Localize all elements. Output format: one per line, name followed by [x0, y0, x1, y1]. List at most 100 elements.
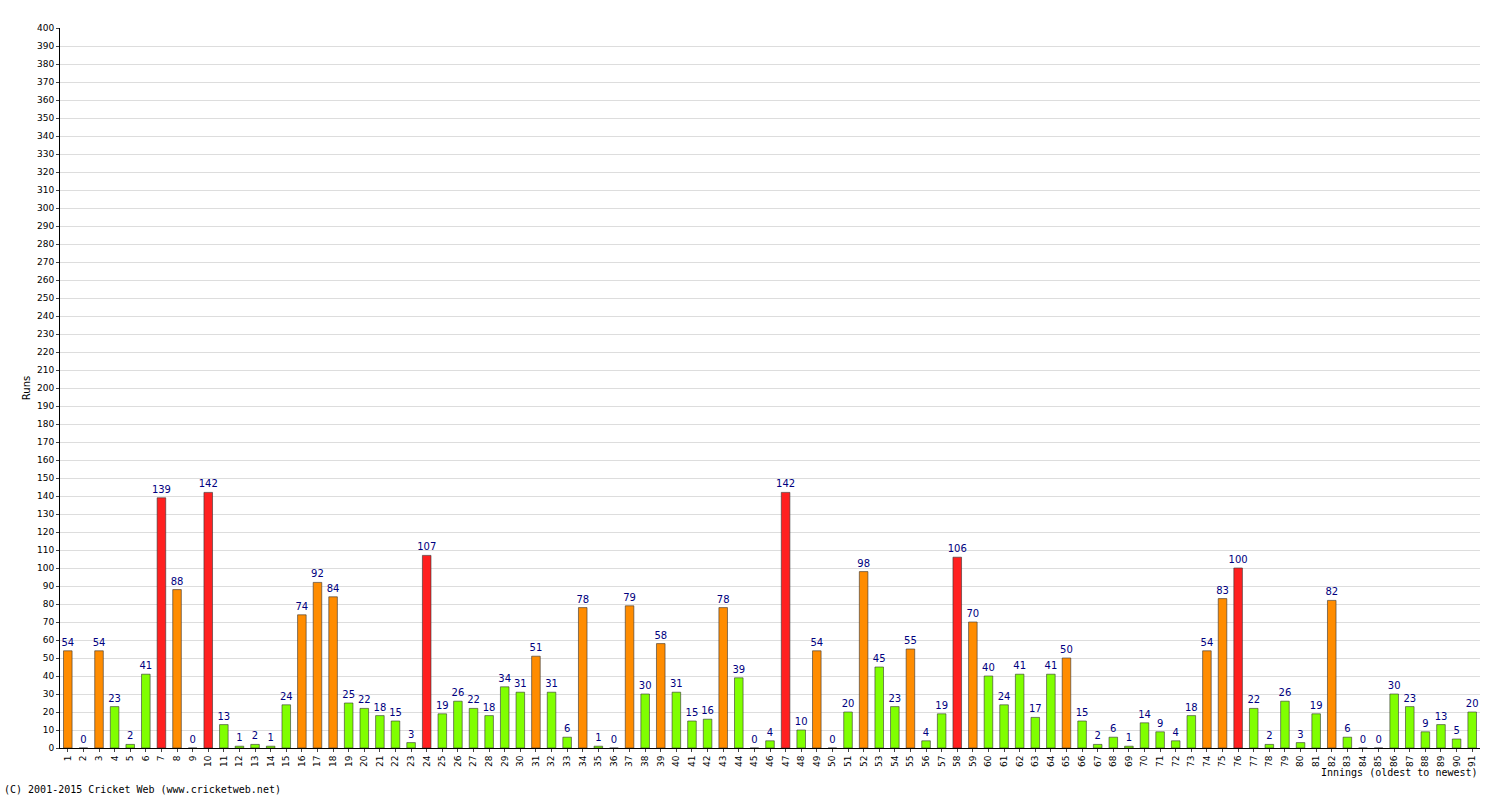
- svg-text:107: 107: [417, 541, 436, 552]
- svg-text:6: 6: [564, 723, 570, 734]
- svg-text:65: 65: [1061, 756, 1071, 767]
- svg-text:13: 13: [250, 756, 260, 767]
- svg-text:31: 31: [670, 678, 683, 689]
- svg-text:82: 82: [1327, 756, 1337, 767]
- svg-text:68: 68: [1108, 755, 1118, 767]
- svg-text:83: 83: [1216, 585, 1229, 596]
- svg-text:39: 39: [656, 755, 666, 767]
- svg-text:29: 29: [500, 755, 510, 767]
- svg-text:88: 88: [1420, 755, 1430, 767]
- svg-text:5: 5: [125, 756, 135, 762]
- svg-text:22: 22: [1247, 694, 1260, 705]
- svg-text:26: 26: [452, 687, 465, 698]
- svg-text:400: 400: [37, 23, 54, 33]
- svg-text:98: 98: [857, 558, 870, 569]
- svg-text:17: 17: [1029, 703, 1042, 714]
- svg-text:280: 280: [37, 239, 54, 249]
- svg-text:24: 24: [422, 755, 432, 767]
- svg-text:3: 3: [94, 756, 104, 762]
- svg-text:40: 40: [982, 662, 995, 673]
- svg-text:25: 25: [342, 689, 355, 700]
- svg-text:300: 300: [37, 203, 54, 213]
- svg-text:(C) 2001-2015 Cricket Web (www: (C) 2001-2015 Cricket Web (www.cricketwe…: [4, 784, 281, 795]
- svg-text:54: 54: [93, 637, 106, 648]
- svg-text:23: 23: [1403, 693, 1416, 704]
- svg-text:50: 50: [827, 755, 837, 767]
- svg-text:12: 12: [234, 756, 244, 767]
- svg-text:43: 43: [718, 756, 728, 767]
- svg-text:80: 80: [1295, 755, 1305, 767]
- svg-text:30: 30: [43, 689, 55, 699]
- svg-text:6: 6: [1344, 723, 1350, 734]
- svg-text:83: 83: [1342, 756, 1352, 767]
- svg-text:57: 57: [937, 756, 947, 767]
- svg-text:106: 106: [948, 543, 967, 554]
- svg-text:74: 74: [296, 601, 309, 612]
- svg-text:59: 59: [968, 755, 978, 767]
- svg-text:35: 35: [593, 756, 603, 767]
- svg-text:90: 90: [43, 581, 55, 591]
- svg-text:31: 31: [514, 678, 527, 689]
- svg-text:55: 55: [905, 756, 915, 767]
- svg-text:54: 54: [810, 637, 823, 648]
- svg-text:53: 53: [874, 756, 884, 767]
- svg-text:39: 39: [732, 664, 745, 675]
- svg-text:71: 71: [1155, 756, 1165, 767]
- svg-text:28: 28: [484, 755, 494, 767]
- svg-text:46: 46: [765, 755, 775, 767]
- svg-text:70: 70: [43, 617, 55, 627]
- svg-text:350: 350: [37, 113, 54, 123]
- svg-text:170: 170: [37, 437, 54, 447]
- svg-text:240: 240: [37, 311, 54, 321]
- svg-text:26: 26: [1279, 687, 1292, 698]
- svg-text:69: 69: [1124, 755, 1134, 767]
- svg-text:19: 19: [1310, 700, 1323, 711]
- svg-text:55: 55: [904, 635, 917, 646]
- svg-text:8: 8: [172, 755, 182, 761]
- svg-text:3: 3: [408, 729, 414, 740]
- svg-text:30: 30: [639, 680, 652, 691]
- svg-text:17: 17: [312, 756, 322, 767]
- svg-text:22: 22: [390, 756, 400, 767]
- svg-text:58: 58: [654, 630, 667, 641]
- svg-text:142: 142: [776, 478, 795, 489]
- svg-text:20: 20: [43, 707, 55, 717]
- svg-text:10: 10: [795, 716, 808, 727]
- svg-text:1: 1: [595, 732, 601, 743]
- svg-text:3: 3: [1297, 729, 1303, 740]
- svg-text:63: 63: [1030, 756, 1040, 767]
- svg-text:11: 11: [219, 756, 229, 767]
- svg-text:390: 390: [37, 41, 54, 51]
- svg-text:10: 10: [43, 725, 55, 735]
- svg-text:92: 92: [311, 568, 324, 579]
- svg-text:139: 139: [152, 484, 171, 495]
- svg-text:7: 7: [156, 756, 166, 762]
- svg-text:78: 78: [576, 594, 589, 605]
- svg-text:22: 22: [358, 694, 371, 705]
- svg-text:58: 58: [952, 755, 962, 767]
- svg-text:52: 52: [859, 756, 869, 767]
- svg-text:64: 64: [1046, 755, 1056, 767]
- svg-text:142: 142: [199, 478, 218, 489]
- svg-text:5: 5: [1453, 725, 1459, 736]
- svg-text:60: 60: [983, 755, 993, 767]
- svg-text:15: 15: [1076, 707, 1089, 718]
- svg-text:76: 76: [1233, 755, 1243, 767]
- svg-text:6: 6: [1110, 723, 1116, 734]
- svg-text:18: 18: [1185, 702, 1198, 713]
- svg-text:220: 220: [37, 347, 54, 357]
- svg-text:0: 0: [80, 734, 86, 745]
- svg-text:85: 85: [1373, 756, 1383, 767]
- svg-text:40: 40: [43, 671, 55, 681]
- svg-text:25: 25: [437, 756, 447, 767]
- svg-text:260: 260: [37, 275, 54, 285]
- svg-text:86: 86: [1389, 755, 1399, 767]
- svg-text:13: 13: [1435, 711, 1448, 722]
- svg-text:6: 6: [141, 755, 151, 761]
- svg-text:150: 150: [37, 473, 54, 483]
- svg-text:78: 78: [1264, 755, 1274, 767]
- svg-text:41: 41: [687, 756, 697, 767]
- svg-text:54: 54: [61, 637, 74, 648]
- svg-text:19: 19: [935, 700, 948, 711]
- svg-text:23: 23: [888, 693, 901, 704]
